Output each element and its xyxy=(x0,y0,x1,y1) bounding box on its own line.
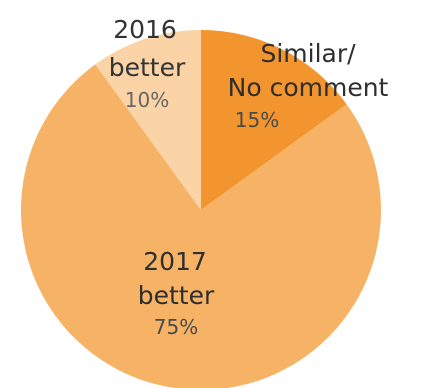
pie-slices xyxy=(21,30,381,388)
slice-percent-2017: 75% xyxy=(154,315,198,339)
slice-label-similar-line1: Similar/ xyxy=(260,39,356,68)
slice-label-2017-line1: 2017 xyxy=(143,247,207,276)
label-similar-no-comment: Similar/ No comment 15% xyxy=(228,39,389,132)
slice-label-similar-line2: No comment xyxy=(228,73,389,102)
label-2017-better: 2017 better 75% xyxy=(138,247,215,339)
slice-similar-no-comment xyxy=(201,30,347,210)
slice-percent-similar: 15% xyxy=(235,108,279,132)
slice-label-2016-line1: 2016 xyxy=(113,15,177,44)
slice-percent-2016: 10% xyxy=(125,88,169,112)
slice-2016-better xyxy=(95,30,201,210)
label-2016-better: 2016 better 10% xyxy=(109,15,186,112)
slice-label-2016-line2: better xyxy=(109,53,186,82)
slice-label-2017-line2: better xyxy=(138,281,215,310)
slice-2017-better xyxy=(21,64,381,388)
